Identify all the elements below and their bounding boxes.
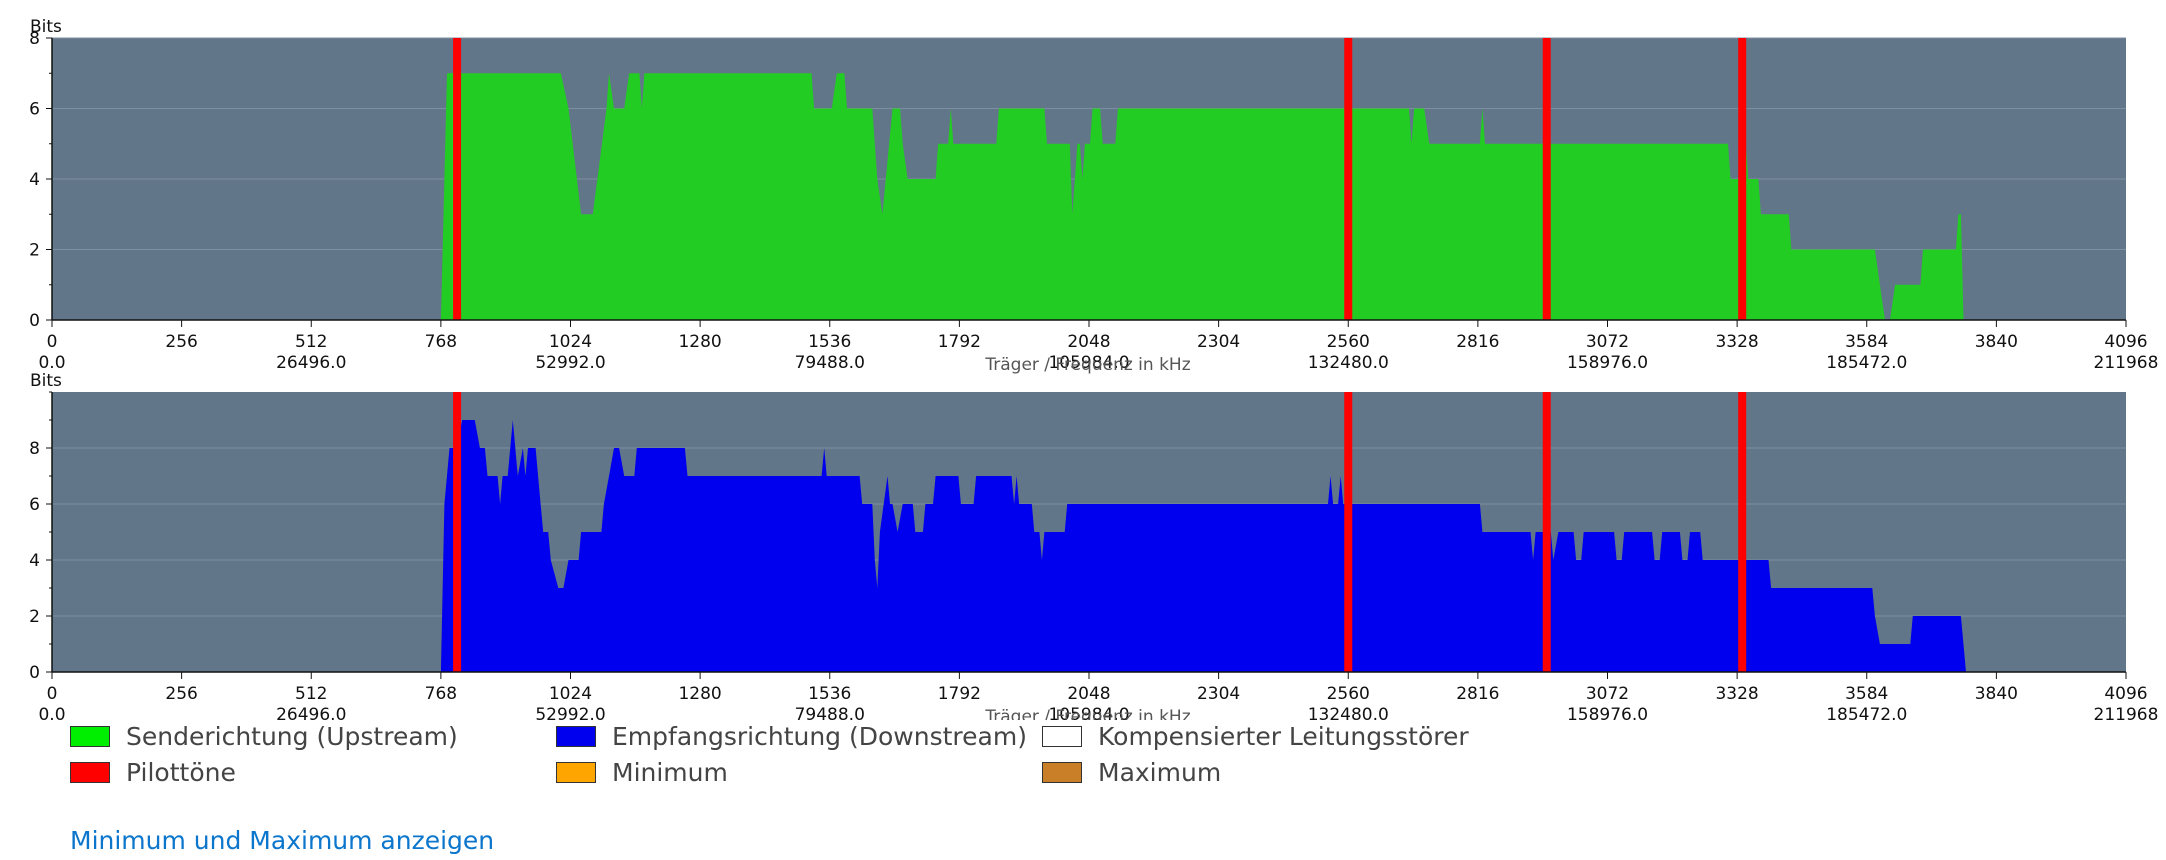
downstream-x-tick-label-frequency: 185472.0 (1826, 705, 1907, 720)
upstream-y-tick-label: 6 (29, 100, 40, 120)
downstream-pilot-tone-0 (453, 392, 462, 672)
downstream-y-tick-label: 6 (29, 495, 40, 515)
downstream-x-tick-label-frequency: 0.0 (38, 705, 65, 720)
downstream-x-axis-label: Träger / Frequenz in kHz (984, 707, 1190, 720)
upstream-x-tick-label-carrier: 1280 (678, 332, 721, 352)
downstream-x-tick-label-carrier: 3072 (1586, 684, 1629, 704)
downstream-y-tick-label: 0 (29, 663, 40, 683)
downstream-x-tick-label-carrier: 1280 (678, 684, 721, 704)
upstream-x-axis-label: Träger / Frequenz in kHz (984, 355, 1190, 375)
downstream-x-tick-label-frequency: 26496.0 (276, 705, 346, 720)
downstream-x-tick-label-carrier: 256 (165, 684, 197, 704)
downstream-x-tick-label-frequency: 211968 (2094, 705, 2159, 720)
downstream-pilot-tone-1 (1344, 392, 1353, 672)
legend-item-pilot: Pilottöne (70, 758, 236, 787)
upstream-x-tick-label-carrier: 512 (295, 332, 327, 352)
upstream-x-tick-label-carrier: 256 (165, 332, 197, 352)
legend-swatch-minimum (556, 762, 596, 783)
upstream-y-axis-label: Bits (30, 17, 62, 37)
downstream-y-axis-label: Bits (30, 371, 62, 391)
upstream-pilot-tone-3 (1738, 38, 1747, 320)
upstream-x-tick-label-carrier: 1536 (808, 332, 851, 352)
downstream-x-tick-label-carrier: 1024 (549, 684, 592, 704)
downstream-x-tick-label-carrier: 512 (295, 684, 327, 704)
legend-item-minimum: Minimum (556, 758, 728, 787)
upstream-x-tick-label-carrier: 768 (425, 332, 457, 352)
downstream-x-tick-label-carrier: 0 (47, 684, 58, 704)
upstream-x-tick-label-carrier: 2048 (1067, 332, 1110, 352)
downstream-x-tick-label-carrier: 2560 (1327, 684, 1370, 704)
upstream-x-tick-label-frequency: 185472.0 (1826, 353, 1907, 373)
upstream-x-tick-label-carrier: 3072 (1586, 332, 1629, 352)
upstream-x-tick-label-frequency: 26496.0 (276, 353, 346, 373)
downstream-x-tick-label-carrier: 2816 (1456, 684, 1499, 704)
downstream-series-area (52, 420, 2126, 672)
upstream-x-tick-label-carrier: 3840 (1975, 332, 2018, 352)
upstream-x-tick-label-carrier: 3584 (1845, 332, 1888, 352)
downstream-x-tick-label-carrier: 3328 (1715, 684, 1758, 704)
upstream-x-tick-label-frequency: 0.0 (38, 353, 65, 373)
upstream-x-tick-label-frequency: 79488.0 (795, 353, 865, 373)
upstream-y-tick-label: 2 (29, 241, 40, 261)
legend-swatch-downstream (556, 726, 596, 747)
show-min-max-link[interactable]: Minimum und Maximum anzeigen (70, 826, 495, 855)
downstream-pilot-tone-3 (1738, 392, 1747, 672)
downstream-x-tick-label-carrier: 3840 (1975, 684, 2018, 704)
downstream-x-tick-label-carrier: 1536 (808, 684, 851, 704)
legend-swatch-pilot (70, 762, 110, 783)
upstream-x-tick-label-frequency: 211968 (2094, 353, 2159, 373)
downstream-x-tick-label-carrier: 1792 (938, 684, 981, 704)
legend-item-downstream: Empfangsrichtung (Downstream) (556, 722, 1027, 751)
legend-label-minimum: Minimum (612, 758, 728, 787)
legend-swatch-compensated (1042, 726, 1082, 747)
downstream-x-tick-label-frequency: 52992.0 (535, 705, 605, 720)
legend-item-compensated: Kompensierter Leitungsstörer (1042, 722, 1469, 751)
downstream-y-tick-label: 2 (29, 607, 40, 627)
legend-swatch-maximum (1042, 762, 1082, 783)
downstream-x-tick-label-carrier: 2048 (1067, 684, 1110, 704)
downstream-x-tick-label-carrier: 3584 (1845, 684, 1888, 704)
upstream-pilot-tone-2 (1542, 38, 1551, 320)
upstream-y-tick-label: 4 (29, 170, 40, 190)
upstream-y-tick-label: 0 (29, 311, 40, 331)
upstream-x-tick-label-carrier: 3328 (1715, 332, 1758, 352)
upstream-x-tick-label-frequency: 105984.0 (1048, 353, 1129, 373)
upstream-x-tick-label-carrier: 2304 (1197, 332, 1240, 352)
upstream-y-tick-label: 8 (29, 29, 40, 49)
downstream-y-tick-label: 8 (29, 439, 40, 459)
downstream-x-tick-label-carrier: 4096 (2104, 684, 2147, 704)
upstream-x-tick-label-carrier: 1792 (938, 332, 981, 352)
upstream-x-tick-label-frequency: 52992.0 (535, 353, 605, 373)
upstream-x-tick-label-carrier: 0 (47, 332, 58, 352)
upstream-pilot-tone-1 (1344, 38, 1353, 320)
legend-item-maximum: Maximum (1042, 758, 1221, 787)
downstream-x-tick-label-carrier: 2304 (1197, 684, 1240, 704)
upstream-series-area (52, 73, 2126, 320)
legend-label-pilot: Pilottöne (126, 758, 236, 787)
downstream-y-tick-label: 4 (29, 551, 40, 571)
legend-swatch-upstream (70, 726, 110, 747)
downstream-x-tick-label-frequency: 158976.0 (1567, 705, 1648, 720)
downstream-x-tick-label-carrier: 768 (425, 684, 457, 704)
legend-item-upstream: Senderichtung (Upstream) (70, 722, 458, 751)
downstream-pilot-tone-2 (1542, 392, 1551, 672)
upstream-x-tick-label-carrier: 2816 (1456, 332, 1499, 352)
upstream-x-tick-label-carrier: 2560 (1327, 332, 1370, 352)
downstream-x-tick-label-frequency: 79488.0 (795, 705, 865, 720)
legend-label-maximum: Maximum (1098, 758, 1222, 787)
legend-label-compensated: Kompensierter Leitungsstörer (1098, 722, 1469, 751)
upstream-x-tick-label-carrier: 1024 (549, 332, 592, 352)
downstream-x-tick-label-frequency: 132480.0 (1308, 705, 1389, 720)
upstream-x-tick-label-frequency: 132480.0 (1308, 353, 1389, 373)
legend-label-downstream: Empfangsrichtung (Downstream) (612, 722, 1027, 751)
upstream-x-tick-label-carrier: 4096 (2104, 332, 2147, 352)
downstream-x-tick-label-frequency: 105984.0 (1048, 705, 1129, 720)
upstream-x-tick-label-frequency: 158976.0 (1567, 353, 1648, 373)
legend-label-upstream: Senderichtung (Upstream) (126, 722, 458, 751)
upstream-pilot-tone-0 (453, 38, 462, 320)
